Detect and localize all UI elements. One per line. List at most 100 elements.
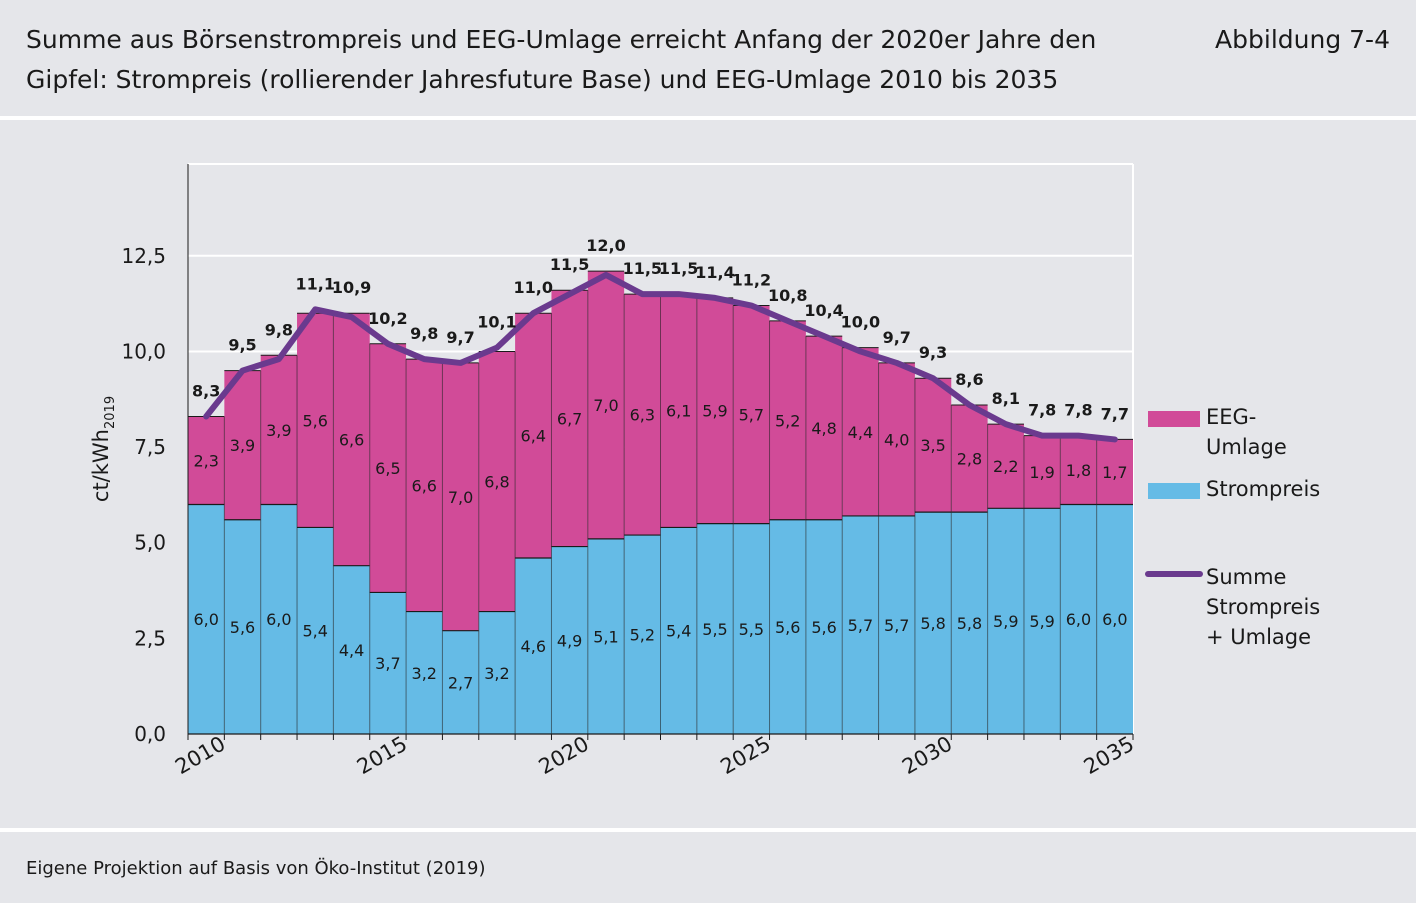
x-tick-label: 2020 bbox=[535, 732, 593, 780]
bar-eeg-umlage bbox=[987, 424, 1024, 509]
strompreis-value-label: 5,6 bbox=[230, 618, 255, 637]
strompreis-value-label: 5,9 bbox=[1029, 612, 1054, 631]
bar-eeg-umlage bbox=[188, 416, 225, 505]
source-note: Eigene Projektion auf Basis von Öko-Inst… bbox=[26, 858, 486, 879]
bar-eeg-umlage bbox=[878, 362, 915, 516]
total-value-label: 10,9 bbox=[332, 278, 371, 297]
bar-strompreis bbox=[587, 538, 625, 734]
total-value-label: 11,4 bbox=[695, 263, 734, 282]
bar-eeg-umlage bbox=[805, 336, 843, 520]
total-value-label: 11,5 bbox=[659, 259, 698, 278]
bar-eeg-umlage bbox=[769, 320, 806, 520]
legend-label: EEG- bbox=[1206, 405, 1256, 429]
bar-strompreis bbox=[515, 558, 552, 734]
eeg-value-label: 1,9 bbox=[1029, 463, 1054, 482]
bar-strompreis bbox=[442, 630, 479, 734]
y-tick-label: 0,0 bbox=[134, 722, 166, 746]
total-value-label: 7,8 bbox=[1028, 401, 1056, 420]
total-value-label: 12,0 bbox=[586, 236, 625, 255]
strompreis-value-label: 4,6 bbox=[521, 637, 546, 656]
bar-strompreis bbox=[551, 546, 588, 734]
strompreis-value-label: 5,4 bbox=[302, 622, 327, 641]
bar-strompreis bbox=[188, 504, 225, 734]
legend-label: Umlage bbox=[1206, 435, 1287, 459]
bar-eeg-umlage bbox=[551, 290, 588, 547]
bar-strompreis bbox=[914, 512, 952, 734]
y-tick-label: 2,5 bbox=[134, 626, 166, 650]
total-value-label: 9,8 bbox=[265, 320, 293, 339]
bar-eeg-umlage bbox=[406, 359, 443, 612]
bar-strompreis bbox=[1023, 508, 1061, 734]
bar-eeg-umlage bbox=[478, 351, 516, 612]
strompreis-value-label: 5,6 bbox=[811, 618, 836, 637]
strompreis-value-label: 5,5 bbox=[739, 620, 764, 639]
bar-eeg-umlage bbox=[733, 305, 770, 524]
eeg-value-label: 7,0 bbox=[593, 396, 618, 415]
bar-strompreis bbox=[333, 565, 370, 734]
strompreis-value-label: 5,2 bbox=[630, 626, 655, 645]
x-tick-label: 2025 bbox=[716, 732, 774, 780]
bar-eeg-umlage bbox=[842, 347, 879, 516]
legend-label: Summe bbox=[1206, 565, 1286, 589]
bar-eeg-umlage bbox=[442, 362, 479, 631]
eeg-value-label: 2,8 bbox=[957, 450, 982, 469]
eeg-value-label: 6,7 bbox=[557, 409, 582, 428]
bar-strompreis bbox=[1060, 504, 1097, 734]
eeg-value-label: 6,5 bbox=[375, 459, 400, 478]
strompreis-value-label: 5,7 bbox=[848, 616, 873, 635]
x-tick-label: 2015 bbox=[353, 732, 411, 780]
bar-strompreis bbox=[805, 519, 843, 734]
x-tick-label: 2030 bbox=[898, 732, 956, 780]
bar-eeg-umlage bbox=[333, 313, 370, 566]
bar-strompreis bbox=[660, 527, 697, 734]
strompreis-value-label: 4,4 bbox=[339, 641, 364, 660]
eeg-value-label: 1,7 bbox=[1102, 463, 1127, 482]
eeg-value-label: 2,2 bbox=[993, 457, 1018, 476]
total-value-label: 9,3 bbox=[919, 343, 947, 362]
bar-eeg-umlage bbox=[1060, 435, 1097, 505]
bar-strompreis bbox=[733, 523, 770, 734]
bar-eeg-umlage bbox=[297, 313, 334, 528]
bottom-divider bbox=[0, 828, 1416, 832]
strompreis-value-label: 6,0 bbox=[193, 610, 218, 629]
legend-swatch bbox=[1148, 411, 1200, 427]
chart-title: Summe aus Börsenstrompreis und EEG-Umlag… bbox=[26, 25, 1097, 94]
y-axis-label: ct/kWh2019 bbox=[89, 396, 118, 502]
total-value-label: 9,8 bbox=[410, 324, 438, 343]
total-value-label: 9,7 bbox=[883, 328, 911, 347]
total-value-label: 8,6 bbox=[955, 370, 983, 389]
bar-eeg-umlage bbox=[260, 355, 298, 505]
bar-eeg-umlage bbox=[696, 297, 734, 524]
eeg-value-label: 7,0 bbox=[448, 488, 473, 507]
stacked-bar-chart: 0,0 2,5 5,0 7,5 10,0 12,5 6,0 2,3 5,6 3,9 6,0 3,9 5,… bbox=[89, 163, 1320, 780]
bar-strompreis bbox=[878, 515, 915, 734]
bar-strompreis bbox=[951, 512, 988, 734]
total-value-label: 8,1 bbox=[992, 389, 1020, 408]
bar-strompreis bbox=[369, 592, 407, 734]
strompreis-value-label: 5,8 bbox=[920, 614, 945, 633]
eeg-value-label: 1,8 bbox=[1066, 461, 1091, 480]
eeg-value-label: 3,9 bbox=[266, 421, 291, 440]
total-value-label: 10,0 bbox=[841, 313, 880, 332]
strompreis-value-label: 6,0 bbox=[266, 610, 291, 629]
strompreis-value-label: 2,7 bbox=[448, 673, 473, 692]
y-tick-label: 12,5 bbox=[121, 244, 166, 268]
eeg-value-label: 4,8 bbox=[811, 419, 836, 438]
total-value-label: 7,8 bbox=[1064, 401, 1092, 420]
eeg-value-label: 6,1 bbox=[666, 402, 691, 421]
total-value-label: 7,7 bbox=[1101, 404, 1129, 423]
total-value-label: 11,5 bbox=[550, 255, 589, 274]
strompreis-value-label: 3,7 bbox=[375, 654, 400, 673]
total-value-label: 11,1 bbox=[295, 274, 334, 293]
strompreis-value-label: 4,9 bbox=[557, 631, 582, 650]
strompreis-value-label: 3,2 bbox=[484, 664, 509, 683]
total-value-label: 11,0 bbox=[514, 278, 553, 297]
bar-eeg-umlage bbox=[624, 294, 661, 536]
total-value-label: 11,5 bbox=[623, 259, 662, 278]
bar-strompreis bbox=[842, 515, 879, 734]
bar-eeg-umlage bbox=[515, 313, 552, 559]
bar-eeg-umlage bbox=[587, 271, 625, 539]
strompreis-value-label: 5,7 bbox=[884, 616, 909, 635]
x-tick-label: 2035 bbox=[1080, 732, 1138, 780]
sum-line bbox=[203, 271, 1118, 443]
